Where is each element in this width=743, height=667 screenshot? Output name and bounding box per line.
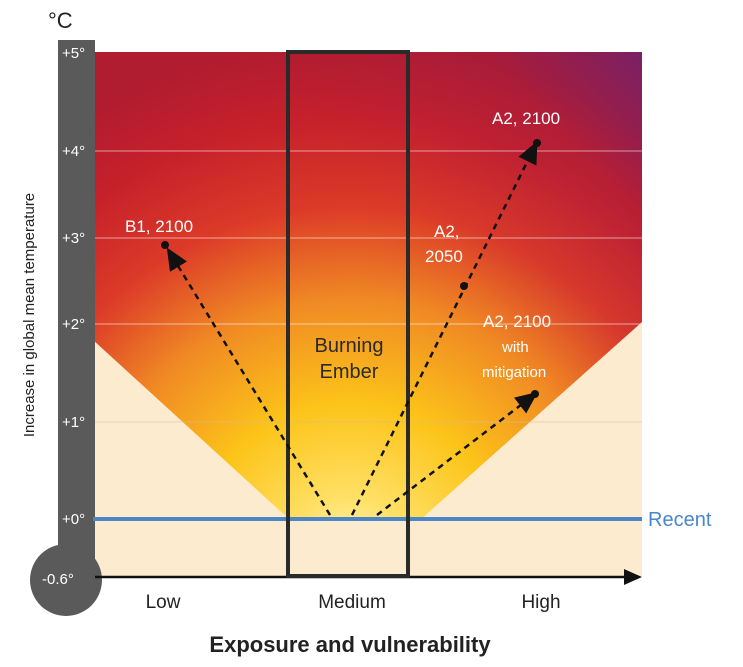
label-a2-2100: A2, 2100 [492,109,560,128]
label-a2-2050: 2050 [425,247,463,266]
y-tick-label: +0° [62,511,85,528]
y-tick-label: -0.6° [42,571,74,588]
point-a2-2050 [460,282,468,290]
x-axis-title: Exposure and vulnerability [209,632,491,657]
point-b1-2100 [161,241,169,249]
label-a2-2100-mitigation: mitigation [482,364,546,381]
y-tick-label: +1° [62,414,85,431]
y-tick-label: +2° [62,316,85,333]
point-a2-mitigation [531,390,539,398]
burning-ember-box [286,50,410,578]
thermometer-stem [58,40,95,565]
point-a2-2100 [533,139,541,147]
unit-label: °C [48,8,73,33]
gridlines [93,150,642,423]
low-risk-region [93,322,642,576]
label-a2-2100-mitigation: A2, 2100 [483,312,551,331]
label-a2-2050: A2, [434,222,460,241]
arrow-a2-2100 [350,141,538,516]
thermometer-bulb [30,544,102,616]
y-tick-label: +3° [62,230,85,247]
y-tick-label: +5° [62,45,85,62]
y-tick-label: +4° [62,143,85,160]
recent-label: Recent [648,509,712,531]
x-category-label: High [521,592,560,613]
x-category-label: Medium [318,592,386,613]
x-axis-arrowhead [624,569,642,585]
ember-label: Burning [315,335,384,357]
y-axis-title: Increase in global mean temperature [21,193,38,437]
label-b1-2100: B1, 2100 [125,217,193,236]
trajectory-arrows [166,141,538,516]
x-category-label: Low [146,592,181,613]
ember-label: Ember [320,361,379,383]
label-a2-2100-mitigation: with [501,339,529,356]
